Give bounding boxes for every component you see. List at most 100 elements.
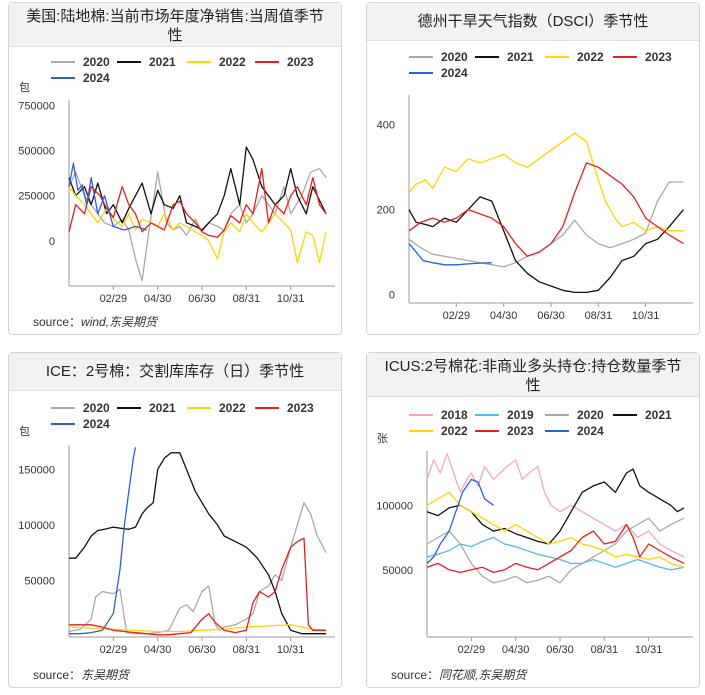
legend-label: 2021 [149, 401, 176, 415]
y-unit-label: 张 [377, 433, 388, 445]
legend-label: 2024 [577, 424, 604, 438]
legend-label: 2021 [507, 50, 534, 64]
chart-title: ICUS:2号棉花:非商业多头持仓:持仓数量季节性 [367, 353, 699, 397]
series-line-2023 [68, 167, 327, 238]
chart-panel-us-net-sales: 美国:陆地棉:当前市场年度净销售:当周值季节性 2020 2021 2022 2023… [8, 2, 342, 335]
chart-title: 美国:陆地棉:当前市场年度净销售:当周值季节性 [9, 3, 341, 47]
plot-area: 50000 100000 02/29 04/30 06/30 08/31 10/31 [376, 451, 693, 656]
legend-swatch [409, 72, 433, 74]
series-line-2022 [68, 186, 327, 264]
legend-label: 2020 [441, 50, 468, 64]
chart-legend: 2020 2021 2022 2023 2024 [51, 55, 341, 89]
series-line-2021 [426, 468, 685, 545]
legend-swatch [475, 414, 499, 416]
source-value: 东吴期货 [81, 668, 130, 682]
x-tick-label: 02/29 [100, 293, 128, 305]
chart-panel-texas-dsci: 德州干旱天气指数（DSCI）季节性 2020 2021 2022 2023 2024 0… [366, 2, 700, 335]
y-unit-label: 包 [19, 426, 30, 438]
chart-title: 德州干旱天气指数（DSCI）季节性 [367, 3, 699, 41]
x-tick-label: 02/29 [458, 644, 486, 656]
legend-label: 2019 [507, 408, 534, 422]
x-tick-label: 04/30 [502, 644, 530, 656]
y-unit-label: 包 [19, 82, 30, 94]
legend-label: 2020 [83, 55, 110, 69]
legend-swatch [475, 430, 499, 432]
x-tick-label: 04/30 [144, 293, 172, 305]
legend-swatch [409, 56, 433, 58]
legend-swatch [117, 61, 141, 63]
x-tick-label: 06/30 [188, 293, 216, 305]
legend-swatch [255, 407, 279, 409]
legend-label: 2023 [287, 55, 314, 69]
x-tick-label: 06/30 [537, 310, 565, 322]
legend-swatch [475, 56, 499, 58]
y-tick-label: 200 [377, 205, 395, 217]
plot-area: 0 200 400 02/29 04/30 06/30 08/31 10/31 [377, 95, 693, 322]
legend-swatch [51, 423, 75, 425]
x-tick-label: 06/30 [546, 644, 574, 656]
chart-legend: 2020 2021 2022 2023 2024 [409, 50, 699, 84]
series-line-2020 [426, 517, 685, 584]
legend-swatch [51, 77, 75, 79]
legend-swatch [255, 61, 279, 63]
legend-swatch [409, 430, 433, 432]
legend-label: 2023 [645, 50, 672, 64]
chart-title: ICE：2号棉：交割库库存（日）季节性 [9, 353, 341, 391]
x-tick-label: 04/30 [490, 310, 518, 322]
legend-label: 2020 [577, 408, 604, 422]
legend-label: 2023 [507, 424, 534, 438]
legend-swatch [613, 56, 637, 58]
legend-label: 2024 [441, 66, 468, 80]
y-tick-label: 0 [49, 236, 55, 248]
series-line-2020 [68, 167, 327, 282]
legend-swatch [51, 407, 75, 409]
plot-area: 0 250000 500000 750000 02/29 04/30 06/30 08/31 1… [18, 100, 335, 305]
source-label: source： [33, 315, 82, 329]
series-line-2018 [426, 452, 685, 558]
legend-label: 2021 [149, 55, 176, 69]
legend-label: 2023 [287, 401, 314, 415]
legend-swatch [409, 414, 433, 416]
chart-panel-icus-long-positions: ICUS:2号棉花:非商业多头持仓:持仓数量季节性 2018 2019 2020 20… [366, 352, 700, 688]
series-line-2022 [68, 624, 327, 633]
y-tick-label: 500000 [18, 146, 55, 158]
legend-label: 2020 [83, 401, 110, 415]
legend-swatch [613, 414, 637, 416]
series-line-2021 [68, 146, 327, 231]
plot-area: 50000 100000 150000 02/29 04/30 06/30 08/31 10/… [18, 445, 335, 656]
x-tick-label: 08/31 [233, 644, 261, 656]
y-tick-label: 50000 [382, 565, 413, 577]
legend-swatch [187, 61, 211, 63]
series-line-2020 [408, 181, 684, 268]
series-line-2024 [68, 162, 147, 231]
series-line-2020 [68, 502, 327, 635]
legend-swatch [187, 407, 211, 409]
source-label: source： [33, 668, 82, 682]
series-line-2021 [69, 452, 327, 635]
legend-label: 2021 [645, 408, 672, 422]
legend-label: 2022 [219, 55, 246, 69]
series-line-2024 [69, 447, 137, 635]
legend-label: 2022 [219, 401, 246, 415]
y-tick-label: 100000 [18, 520, 55, 532]
legend-label: 2022 [577, 50, 604, 64]
chart-legend: 2018 2019 2020 2021 2022 2023 2024 [409, 408, 699, 442]
series-line-2024 [408, 243, 492, 266]
y-tick-label: 0 [389, 290, 395, 302]
legend-swatch [117, 407, 141, 409]
series-line-2023 [426, 523, 685, 574]
legend-label: 2024 [83, 71, 110, 85]
y-tick-label: 250000 [18, 191, 55, 203]
x-tick-label: 02/29 [100, 644, 128, 656]
legend-swatch [545, 56, 569, 58]
chart-legend: 2020 2021 2022 2023 2024 [51, 401, 341, 435]
source-note: source：东吴期货 [33, 666, 129, 683]
chart-panel-ice-warehouse: ICE：2号棉：交割库库存（日）季节性 2020 2021 2022 2023 2024… [8, 352, 342, 688]
x-tick-label: 10/31 [277, 293, 305, 305]
series-line-2019 [426, 536, 685, 571]
legend-label: 2018 [441, 408, 468, 422]
source-value: wind,东吴期货 [81, 315, 158, 329]
series-line-2023 [408, 162, 684, 257]
series-line-2023 [69, 537, 327, 636]
x-tick-label: 04/30 [144, 644, 172, 656]
